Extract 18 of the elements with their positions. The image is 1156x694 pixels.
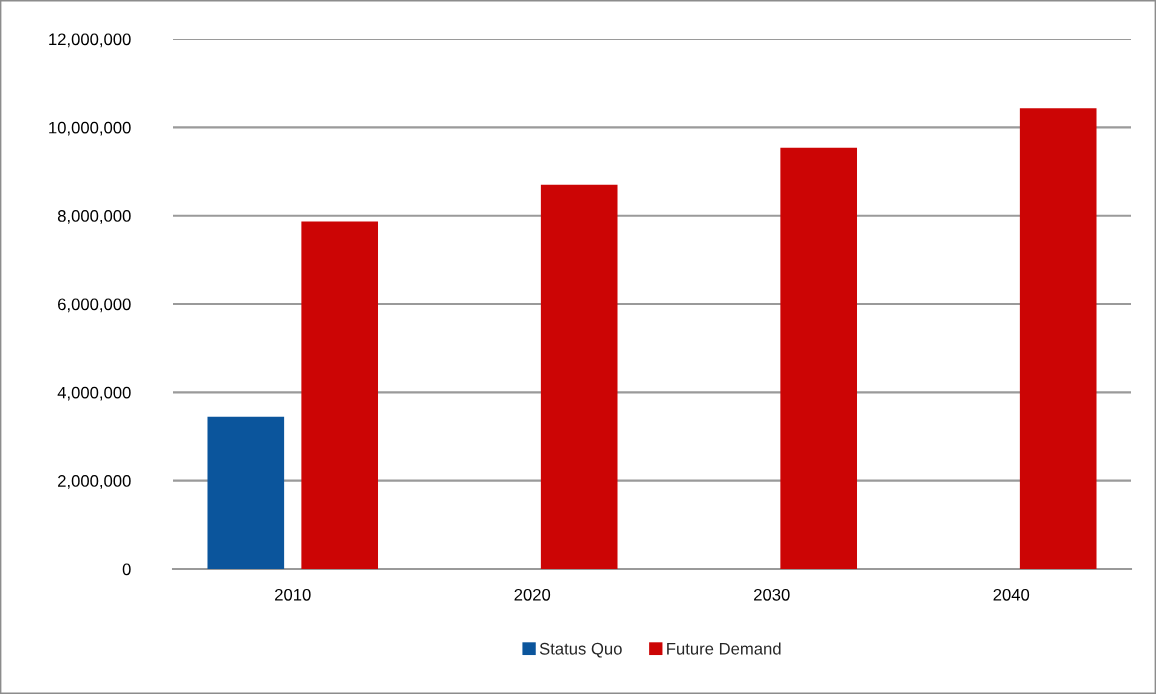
legend-label: Status Quo bbox=[539, 642, 622, 658]
bar bbox=[1019, 108, 1097, 569]
y-tick-label: 4,000,000 bbox=[57, 386, 131, 401]
x-tick-label: 2020 bbox=[514, 588, 551, 601]
y-tick-label: 6,000,000 bbox=[58, 298, 131, 313]
bar bbox=[780, 147, 858, 569]
bar bbox=[301, 221, 379, 569]
y-tick-label: 2,000,000 bbox=[58, 475, 131, 489]
x-tick-label: 2010 bbox=[275, 588, 311, 601]
legend-label: Future Demand bbox=[667, 642, 781, 655]
y-tick-label: 0 bbox=[122, 563, 131, 576]
y-tick-label: 12,000,000 bbox=[49, 33, 131, 48]
x-tick-label: 2030 bbox=[754, 588, 790, 601]
y-tick-label: 8,000,000 bbox=[57, 210, 131, 224]
bar bbox=[207, 416, 285, 569]
x-tick-label: 2040 bbox=[993, 588, 1030, 601]
y-tick-label: 10,000,000 bbox=[49, 121, 131, 136]
bar bbox=[540, 184, 618, 569]
